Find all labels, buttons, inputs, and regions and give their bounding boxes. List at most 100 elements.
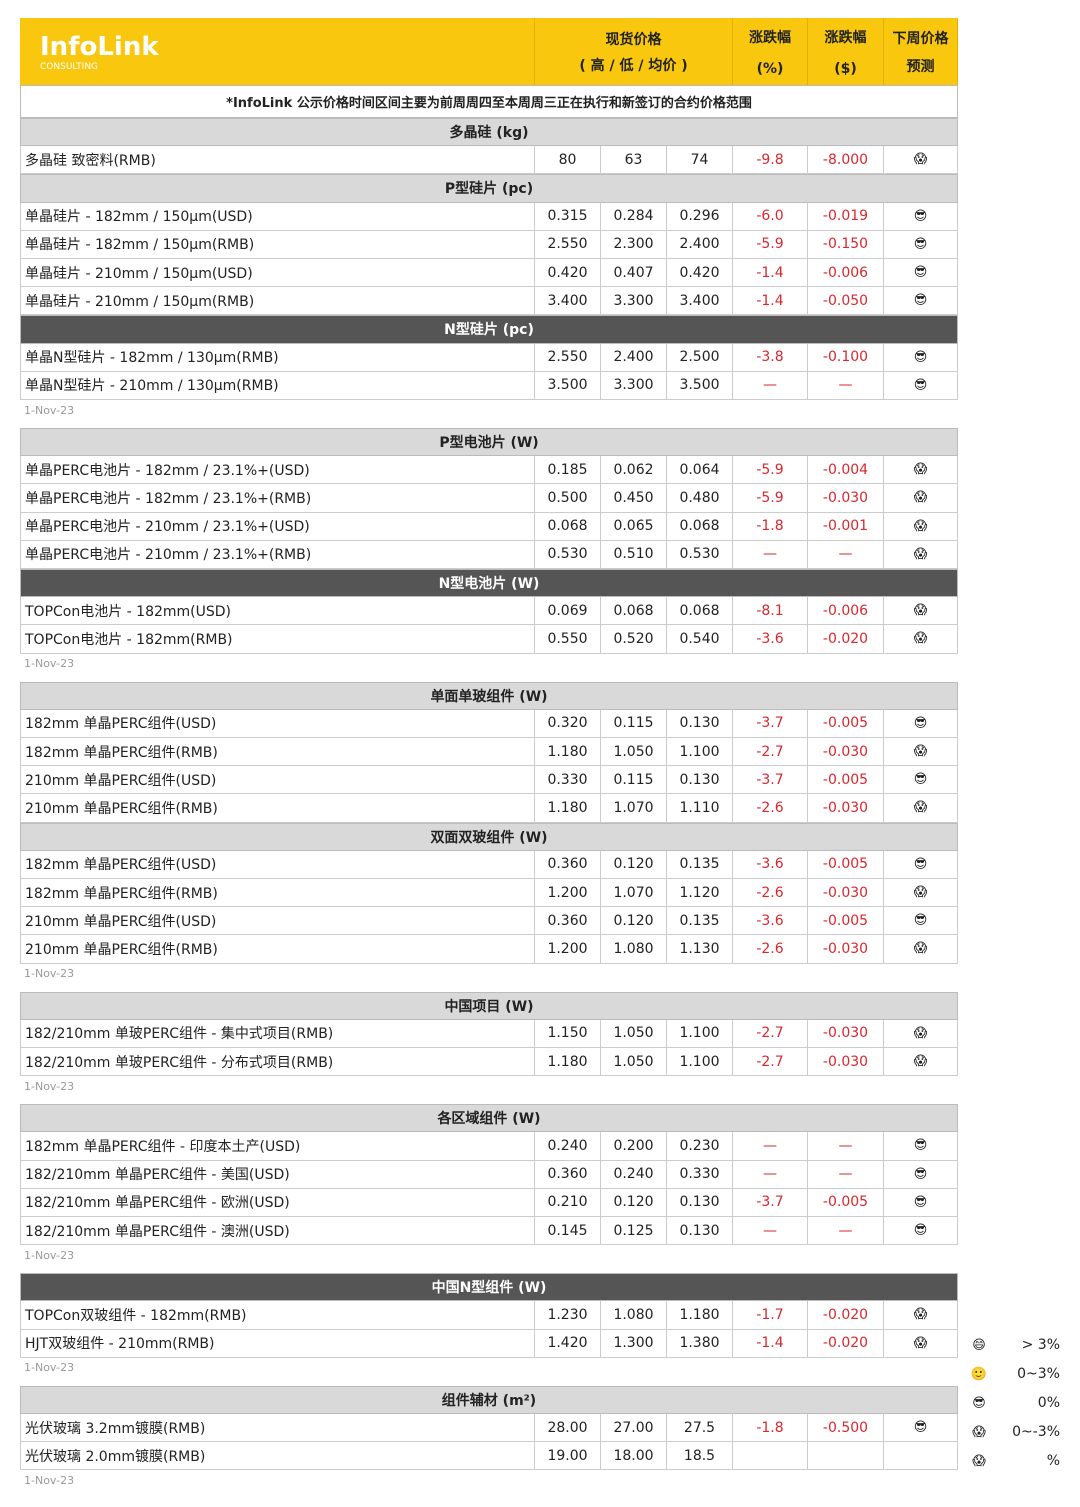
value: 😎 [913, 913, 928, 929]
value: 74 [690, 151, 709, 168]
value: 😎 [913, 377, 928, 393]
cell: 1.100 [667, 1019, 733, 1048]
value: 2.400 [613, 349, 654, 366]
cell: 1.180 [535, 738, 601, 767]
cell: — [733, 1217, 808, 1246]
cell: 18.5 [667, 1442, 733, 1471]
value: 1.050 [613, 743, 654, 760]
cell: 0.145 [535, 1217, 601, 1246]
legend-icon: 😎 [968, 1393, 990, 1413]
cell: 😎 [884, 1188, 958, 1217]
cell: 😱 [884, 1048, 958, 1077]
value: 0.407 [613, 264, 654, 281]
legend-label: % [995, 1451, 1060, 1471]
cell: 😱 [884, 1329, 958, 1358]
cell: 3.300 [601, 287, 667, 316]
cell: 😎 [884, 230, 958, 259]
value: 3.300 [613, 292, 654, 309]
value: -3.7 [756, 715, 784, 732]
cell: 0.125 [601, 1217, 667, 1246]
section-title: N型硅片 (pc) [444, 322, 534, 339]
value: -0.005 [822, 771, 869, 788]
value: 0.315 [547, 208, 588, 225]
value: 1.080 [613, 940, 654, 957]
value: -0.001 [822, 518, 869, 535]
cell: 2.400 [601, 343, 667, 372]
cell: 0.360 [535, 850, 601, 879]
cell: -0.001 [808, 512, 884, 541]
value: 0.330 [679, 1166, 720, 1183]
cell: 0.068 [667, 512, 733, 541]
cell: TOPCon电池片 - 182mm(RMB) [20, 625, 535, 654]
section-header: 中国N型组件 (W) [20, 1273, 958, 1302]
cell: 0.064 [667, 456, 733, 485]
value: 0.062 [613, 461, 654, 478]
value: — [763, 377, 777, 394]
value: 80 [558, 151, 577, 168]
cell: 单晶N型硅片 - 182mm / 130μm(RMB) [20, 343, 535, 372]
cell: 1.180 [535, 794, 601, 823]
value: -2.7 [756, 1053, 784, 1070]
cell: TOPCon电池片 - 182mm(USD) [20, 597, 535, 626]
value: 0.420 [547, 264, 588, 281]
section-header: 多晶硅 (kg) [20, 118, 958, 147]
cell: 😎 [884, 371, 958, 400]
legend-label: 0~3% [1017, 1366, 1060, 1382]
cell: 0.296 [667, 202, 733, 231]
date-text: 1-Nov-23 [24, 403, 75, 417]
section-title: 组件辅材 (m²) [441, 1392, 537, 1409]
cell: 182/210mm 单晶PERC组件 - 欧洲(USD) [20, 1188, 535, 1217]
section-title: 中国项目 (W) [444, 998, 534, 1015]
cell: 0.130 [667, 1217, 733, 1246]
value: 0.064 [679, 461, 720, 478]
cell: -1.4 [733, 1329, 808, 1358]
legend-label: 0% [1037, 1395, 1060, 1411]
item-name: TOPCon电池片 - 182mm(RMB) [25, 631, 233, 648]
cell: -3.7 [733, 709, 808, 738]
value: 1.070 [613, 884, 654, 901]
item-name: 182mm 单晶PERC组件(RMB) [25, 744, 218, 761]
value: 0.450 [613, 489, 654, 506]
item-name: 182mm 单晶PERC组件(RMB) [25, 885, 218, 902]
cell: -0.004 [808, 456, 884, 485]
value: — [763, 546, 777, 563]
pct-header: 涨跌幅 (%) [733, 18, 808, 85]
cell: 1.180 [535, 1048, 601, 1077]
value: -1.7 [756, 1306, 784, 1323]
cell: 1.200 [535, 879, 601, 908]
cell: 210mm 单晶PERC组件(RMB) [20, 935, 535, 964]
section-title: 各区域组件 (W) [437, 1111, 541, 1128]
value: -0.030 [822, 743, 869, 760]
cell: 0.068 [667, 597, 733, 626]
cell: 0.330 [667, 1160, 733, 1189]
cell: 😱 [884, 456, 958, 485]
value: 0.540 [679, 630, 720, 647]
cell: 0.130 [667, 709, 733, 738]
value: -9.8 [756, 151, 784, 168]
cell: 2.550 [535, 230, 601, 259]
legend-icon: 😱 [972, 1424, 986, 1440]
cell: 0.510 [601, 540, 667, 569]
value: -5.9 [756, 236, 784, 253]
value: 0.360 [547, 856, 588, 873]
cell: 182mm 单晶PERC组件(RMB) [20, 879, 535, 908]
value: 0.130 [679, 1222, 720, 1239]
item-name: 多晶硅 致密料(RMB) [25, 152, 156, 169]
cell: 😎 [884, 709, 958, 738]
value: 0.360 [547, 912, 588, 929]
cell: -0.150 [808, 230, 884, 259]
cell: — [808, 1132, 884, 1161]
date-text: 1-Nov-23 [24, 1473, 75, 1487]
value: 1.120 [679, 884, 720, 901]
value: 2.550 [547, 349, 588, 366]
item-name: 210mm 单晶PERC组件(RMB) [25, 941, 218, 958]
cell: 多晶硅 致密料(RMB) [20, 146, 535, 175]
item-name: 单晶PERC电池片 - 182mm / 23.1%+(RMB) [25, 490, 312, 507]
cell: 😎 [884, 287, 958, 316]
value: 😱 [913, 1335, 928, 1351]
legend-label: 0~3% [995, 1364, 1060, 1384]
value: -0.030 [822, 1053, 869, 1070]
cell: -1.4 [733, 259, 808, 288]
legend-icon: 😄 [972, 1337, 986, 1353]
value: 1.070 [613, 799, 654, 816]
